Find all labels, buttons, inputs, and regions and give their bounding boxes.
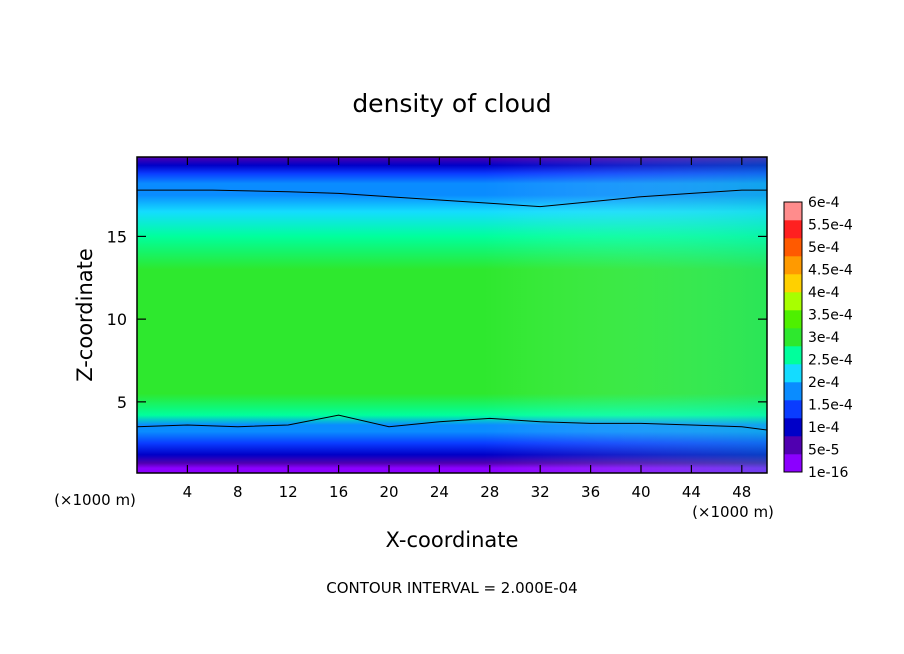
colorbar-swatch — [784, 292, 802, 311]
colorbar-label: 1e-4 — [808, 420, 840, 436]
x-tick-label: 12 — [279, 483, 298, 501]
x-tick-label: 28 — [480, 483, 499, 501]
colorbar-swatch — [784, 364, 802, 383]
x-axis-label: X-coordinate — [386, 528, 519, 552]
colorbar-swatch — [784, 274, 802, 293]
contour-lines — [137, 189, 767, 431]
x-tick-label: 4 — [183, 483, 193, 501]
colorbar-swatch — [784, 346, 802, 365]
contour-interval-note: CONTOUR INTERVAL = 2.000E-04 — [326, 579, 577, 597]
colorbar-label: 5e-5 — [808, 443, 839, 459]
colorbar-swatch — [784, 310, 802, 329]
colorbar-frame — [783, 201, 803, 473]
colorbar-label: 3e-4 — [808, 330, 840, 346]
colorbar-label: 5e-4 — [808, 240, 840, 256]
colorbar-swatch — [784, 454, 802, 473]
colorbar-label: 2e-4 — [808, 375, 840, 391]
x-tick-label: 16 — [329, 483, 348, 501]
density-field-variation — [137, 157, 767, 473]
contour-line-0 — [137, 189, 767, 208]
plot-area — [137, 157, 767, 473]
colorbar-swatch — [784, 256, 802, 275]
x-unit-left: (×1000 m) — [54, 491, 136, 509]
x-unit-right: (×1000 m) — [692, 503, 774, 521]
x-tick-label: 36 — [581, 483, 600, 501]
colorbar-label: 4e-4 — [808, 285, 840, 301]
colorbar-label: 1.5e-4 — [808, 398, 853, 414]
colorbar-swatch — [784, 202, 802, 221]
colorbar: 6e-4 5.5e-4 5e-4 4.5e-4 4e-4 3.5e-4 3e-4 2.5e-4… — [783, 195, 853, 481]
colorbar-label: 3.5e-4 — [808, 308, 853, 324]
colorbar-swatch — [784, 220, 802, 239]
x-tick-label: 48 — [732, 483, 751, 501]
y-tick-label: 10 — [107, 310, 127, 329]
x-tick-label: 24 — [430, 483, 449, 501]
colorbar-swatch — [784, 382, 802, 401]
y-axis-label: Z-coordinate — [73, 248, 97, 382]
x-tick-label: 44 — [682, 483, 701, 501]
colorbar-label: 6e-4 — [808, 195, 840, 211]
contour-line-1 — [137, 414, 767, 431]
y-tick-label: 5 — [117, 393, 127, 412]
chart-title: density of cloud — [352, 89, 551, 118]
y-axis-ticks: 5 10 15 — [107, 227, 767, 412]
plot-frame — [136, 156, 768, 474]
y-tick-label: 15 — [107, 227, 127, 246]
colorbar-label: 1e-16 — [808, 465, 848, 481]
colorbar-swatch — [784, 238, 802, 257]
x-tick-label: 40 — [631, 483, 650, 501]
colorbar-swatch — [784, 436, 802, 455]
x-tick-label: 20 — [379, 483, 398, 501]
colorbar-swatch — [784, 418, 802, 437]
x-tick-label: 8 — [233, 483, 243, 501]
colorbar-label: 2.5e-4 — [808, 353, 853, 369]
colorbar-label: 4.5e-4 — [808, 263, 853, 279]
x-axis-ticks: 4 8 12 16 20 24 28 32 36 40 44 48 — [183, 157, 751, 501]
colorbar-swatch — [784, 328, 802, 347]
colorbar-label: 5.5e-4 — [808, 218, 853, 234]
colorbar-swatch — [784, 400, 802, 419]
x-tick-label: 32 — [531, 483, 550, 501]
